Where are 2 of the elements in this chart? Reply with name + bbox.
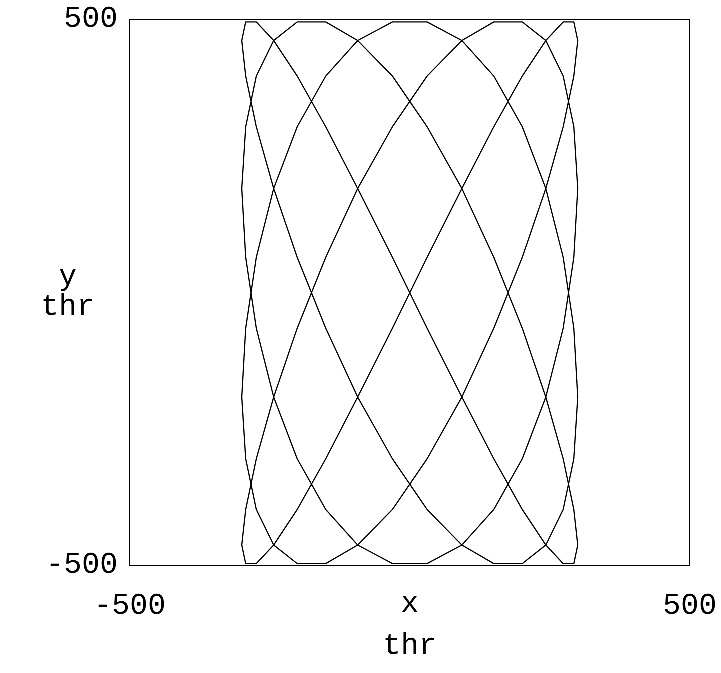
y-axis-title: y thr bbox=[40, 261, 96, 325]
x-axis-title: x thr bbox=[382, 588, 438, 664]
